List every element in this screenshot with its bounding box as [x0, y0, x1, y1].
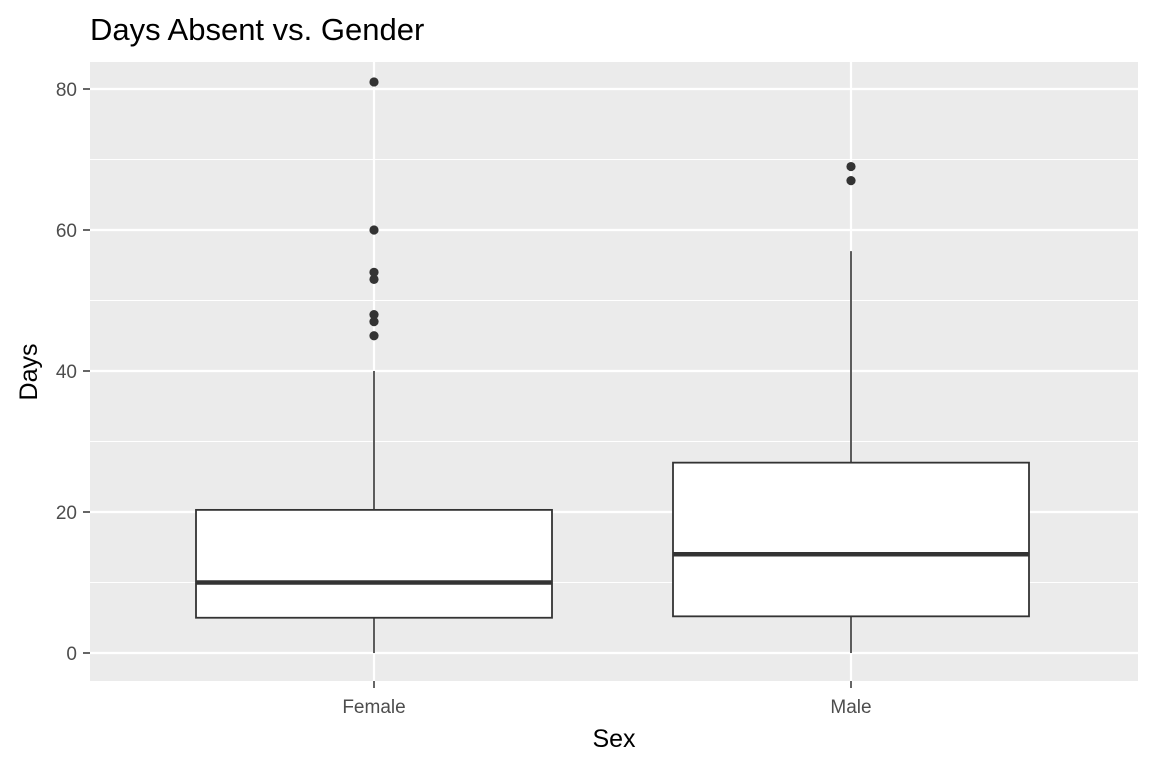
iqr-box	[672, 461, 1030, 618]
x-tick-label: Male	[830, 697, 871, 718]
y-tick-label: 60	[56, 221, 77, 242]
y-axis: 0 20 40 60 80	[56, 80, 90, 665]
box-male	[672, 161, 1030, 653]
outlier-point	[369, 225, 379, 235]
y-tick-label: 80	[56, 80, 77, 101]
outlier-point	[369, 274, 379, 284]
y-tick-label: 0	[66, 644, 77, 665]
y-tick-label: 40	[56, 362, 77, 383]
outlier-point	[369, 77, 379, 87]
x-axis: Female Male	[342, 681, 872, 718]
y-tick-label: 20	[56, 503, 77, 524]
x-tick-label: Female	[342, 697, 405, 718]
outlier-point	[846, 176, 856, 186]
boxes-layer	[195, 77, 1030, 653]
y-axis-title: Days	[15, 344, 43, 401]
outlier-point	[369, 317, 379, 327]
box-female	[195, 77, 553, 653]
iqr-box	[195, 508, 553, 619]
outlier-point	[369, 331, 379, 341]
chart-title: Days Absent vs. Gender	[90, 12, 424, 47]
outlier-point	[369, 310, 379, 320]
outlier-point	[846, 161, 856, 172]
x-axis-title: Sex	[592, 725, 636, 753]
outlier-point	[369, 267, 379, 277]
